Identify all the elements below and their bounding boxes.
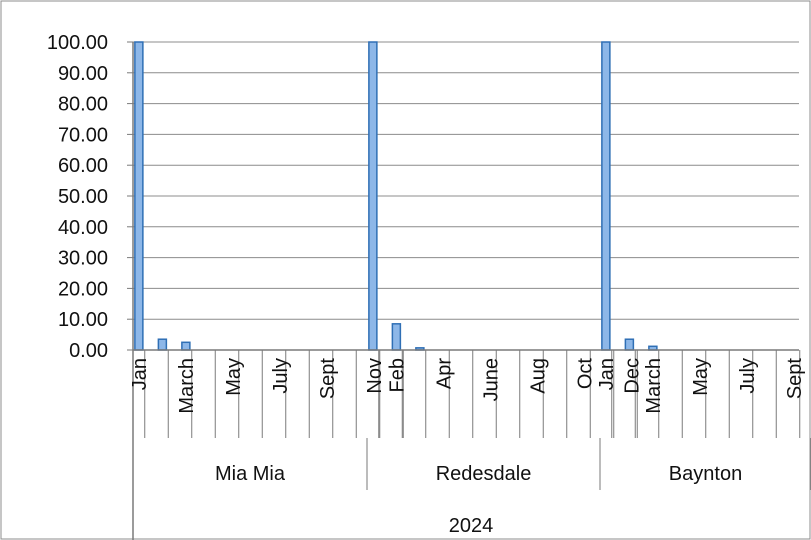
- y-tick-label: 40.00: [58, 217, 108, 239]
- group-label: Redesdale: [436, 463, 532, 485]
- x-tick-label: Feb: [386, 358, 408, 392]
- y-tick-label: 10.00: [58, 309, 108, 331]
- axes: [127, 41, 811, 540]
- x-tick-label: March: [643, 358, 665, 414]
- bar: [624, 338, 635, 351]
- y-tick-label: 80.00: [58, 94, 108, 116]
- x-tick-label: Aug: [527, 358, 549, 394]
- x-tick-label: Jan: [596, 358, 618, 390]
- y-tick-label: 60.00: [58, 155, 108, 177]
- x-axis-group-labels: Mia Mia Redesdale Baynton: [215, 463, 742, 485]
- y-tick-label: 20.00: [58, 278, 108, 300]
- x-tick-label: Oct: [574, 358, 596, 390]
- x-axis-month-labels: Jan March May July Sept Nov Feb Apr June Aug Oct De…: [129, 358, 806, 414]
- x-tick-label: March: [176, 358, 198, 414]
- x-tick-label: Nov: [364, 358, 386, 394]
- y-tick-label: 50.00: [58, 186, 108, 208]
- gridlines: [133, 41, 799, 320]
- y-axis-tick-labels: 0.00 10.00 20.00 30.00 40.00 50.00 60.00 70.00 8…: [47, 32, 108, 362]
- bar: [391, 323, 402, 351]
- x-tick-label: June: [480, 358, 502, 401]
- bar: [181, 341, 191, 351]
- x-tick-label: Sept: [317, 358, 339, 400]
- x-tick-label: July: [270, 358, 292, 394]
- bar: [601, 41, 611, 351]
- bar: [157, 338, 168, 351]
- group-label: Mia Mia: [215, 463, 286, 485]
- bars: [134, 41, 658, 351]
- year-label: 2024: [449, 515, 494, 537]
- y-tick-label: 100.00: [47, 32, 108, 54]
- x-tick-label: Jan: [129, 358, 151, 390]
- x-tick-label: Sept: [784, 358, 806, 400]
- x-tick-label: Apr: [433, 358, 455, 389]
- bar: [134, 41, 144, 351]
- x-tick-label: May: [690, 358, 712, 396]
- x-tick-label: May: [223, 358, 245, 396]
- y-tick-label: 0.00: [69, 340, 108, 362]
- y-tick-label: 70.00: [58, 124, 108, 146]
- y-tick-label: 30.00: [58, 248, 108, 270]
- y-tick-label: 90.00: [58, 63, 108, 85]
- bar: [368, 41, 378, 351]
- group-label: Baynton: [669, 463, 742, 485]
- x-tick-label: July: [737, 358, 759, 394]
- x-tick-label: Dec: [621, 358, 643, 394]
